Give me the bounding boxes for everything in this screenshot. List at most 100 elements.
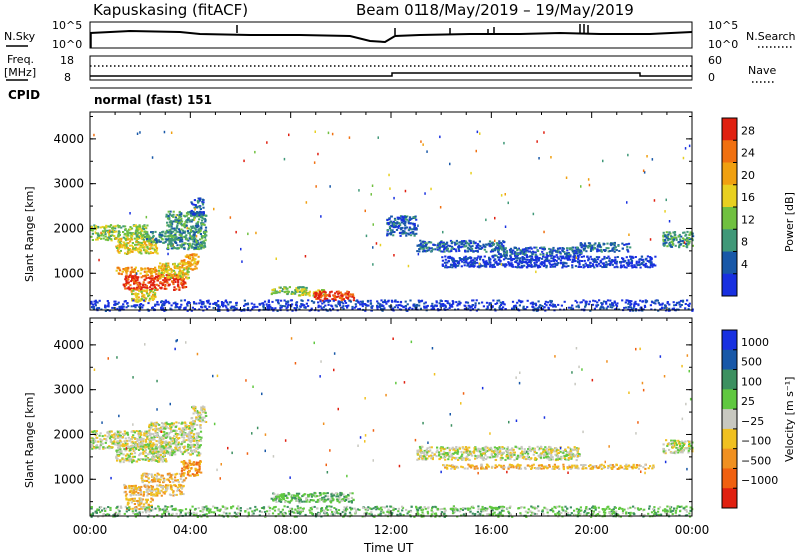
data-cell <box>116 457 119 460</box>
data-cell <box>686 236 689 239</box>
data-cell <box>129 226 132 228</box>
data-cell <box>190 201 193 204</box>
data-cell <box>139 298 142 301</box>
data-cell <box>124 449 127 452</box>
data-cell <box>168 302 171 305</box>
data-cell <box>540 263 543 266</box>
data-cell <box>183 286 186 289</box>
data-cell <box>283 157 286 161</box>
data-cell <box>503 303 506 306</box>
data-cell <box>176 284 180 287</box>
data-cell <box>154 238 157 241</box>
data-cell <box>574 252 577 255</box>
data-cell <box>131 436 134 438</box>
freq-label: Freq. <box>7 53 34 66</box>
data-cell <box>543 248 546 250</box>
data-cell <box>202 235 205 238</box>
data-cell <box>415 232 418 235</box>
data-cell <box>600 305 603 308</box>
data-cell <box>181 269 184 272</box>
data-cell <box>680 304 683 306</box>
data-cell <box>305 286 308 289</box>
data-cell <box>684 307 687 310</box>
data-cell <box>445 242 448 245</box>
data-cell <box>534 251 537 254</box>
data-cell <box>114 303 117 306</box>
data-cell <box>163 279 166 282</box>
data-cell <box>657 309 660 312</box>
data-cell <box>116 224 119 227</box>
data-cell <box>507 257 510 260</box>
data-cell <box>414 217 417 220</box>
data-cell <box>347 295 351 298</box>
data-cell <box>319 292 322 295</box>
data-cell <box>459 246 462 249</box>
data-cell <box>148 252 151 255</box>
data-cell <box>321 289 324 291</box>
data-cell <box>183 225 186 228</box>
data-cell <box>137 226 140 229</box>
data-cell <box>190 209 193 212</box>
data-cell <box>263 300 267 303</box>
data-cell <box>638 264 641 266</box>
data-cell <box>91 306 95 309</box>
data-cell <box>544 302 547 305</box>
data-cell <box>582 266 585 269</box>
data-cell <box>160 271 163 274</box>
data-cell <box>654 264 657 267</box>
data-cell <box>138 227 141 230</box>
data-cell <box>212 302 215 305</box>
data-cell <box>158 460 161 463</box>
data-cell <box>603 265 606 268</box>
data-cell <box>396 222 399 225</box>
data-cell <box>494 258 497 261</box>
data-cell <box>166 235 169 238</box>
data-cell <box>196 226 199 229</box>
data-cell <box>422 143 424 146</box>
data-cell <box>274 307 277 310</box>
data-cell <box>681 299 685 302</box>
data-cell <box>226 308 229 311</box>
data-cell <box>101 442 104 445</box>
data-cell <box>153 452 156 455</box>
data-cell <box>626 263 629 266</box>
data-cell <box>137 228 140 231</box>
data-cell <box>163 441 166 444</box>
data-cell <box>192 203 195 206</box>
data-cell <box>597 249 600 252</box>
data-cell <box>622 258 625 261</box>
data-cell <box>335 305 338 308</box>
data-cell <box>516 254 520 257</box>
colorbar-segment <box>722 251 737 275</box>
data-cell <box>603 257 606 260</box>
data-cell <box>136 286 139 289</box>
data-cell <box>596 265 599 268</box>
data-cell <box>669 232 672 235</box>
data-cell <box>109 440 112 443</box>
data-cell <box>193 267 196 270</box>
data-cell <box>593 266 596 269</box>
data-cell <box>496 299 499 302</box>
data-cell <box>276 291 279 294</box>
data-cell <box>596 304 600 307</box>
data-cell <box>580 185 582 188</box>
data-cell <box>682 245 685 247</box>
data-cell <box>659 308 662 311</box>
data-cell <box>94 225 98 228</box>
data-cell <box>127 305 130 308</box>
data-cell <box>629 306 633 309</box>
data-cell <box>108 437 112 440</box>
data-cell <box>536 266 540 269</box>
data-cell <box>409 299 412 302</box>
data-cell <box>285 307 288 310</box>
data-cell <box>191 263 194 266</box>
data-cell <box>328 308 332 311</box>
data-cell <box>438 246 441 249</box>
data-cell <box>126 302 129 305</box>
data-cell <box>503 253 506 256</box>
data-cell <box>122 303 125 306</box>
data-cell <box>137 449 141 451</box>
data-cell <box>140 452 143 455</box>
data-cell <box>212 306 215 309</box>
data-cell <box>469 261 472 263</box>
